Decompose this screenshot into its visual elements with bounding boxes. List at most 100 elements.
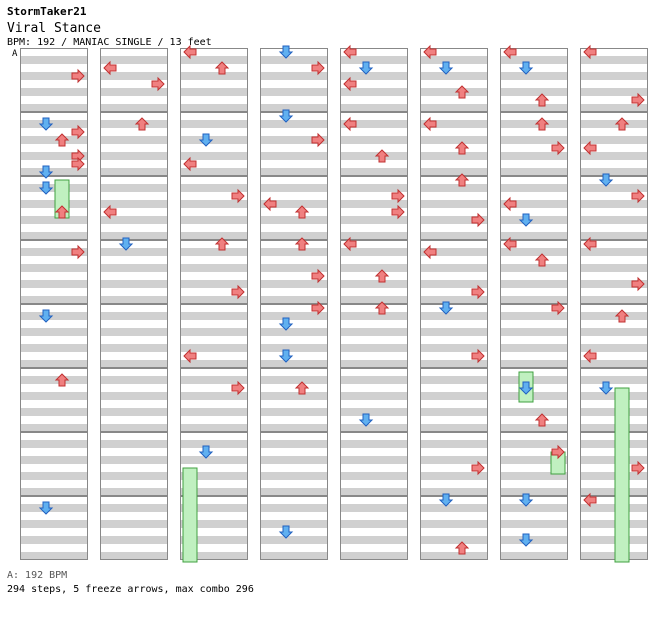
beat-stripe bbox=[180, 200, 248, 208]
right-arrow bbox=[471, 284, 485, 300]
up-arrow bbox=[614, 117, 630, 131]
beat-stripe bbox=[500, 520, 568, 528]
up-arrow bbox=[454, 173, 470, 187]
beat-stripe bbox=[340, 56, 408, 64]
right-arrow bbox=[71, 124, 85, 140]
beat-stripe bbox=[100, 328, 168, 336]
beat-stripe bbox=[20, 552, 88, 560]
measure-box bbox=[340, 496, 408, 560]
beat-stripe bbox=[580, 552, 648, 560]
measure-box bbox=[340, 368, 408, 432]
measure-box bbox=[580, 432, 648, 496]
measure-box bbox=[340, 304, 408, 368]
beat-stripe bbox=[180, 360, 248, 368]
beat-stripe bbox=[420, 264, 488, 272]
beat-stripe bbox=[580, 88, 648, 96]
chart-column bbox=[100, 48, 168, 560]
beat-stripe bbox=[500, 328, 568, 336]
beat-stripe bbox=[180, 264, 248, 272]
bpm-legend: A: 192 BPM bbox=[7, 570, 68, 581]
down-arrow bbox=[438, 493, 454, 507]
measure-box bbox=[260, 496, 328, 560]
beat-stripe bbox=[20, 168, 88, 176]
beat-stripe bbox=[180, 104, 248, 112]
right-arrow bbox=[471, 460, 485, 476]
beat-stripe bbox=[420, 552, 488, 560]
beat-stripe bbox=[580, 456, 648, 464]
beat-stripe bbox=[420, 248, 488, 256]
beat-stripe bbox=[580, 56, 648, 64]
beat-stripe bbox=[100, 392, 168, 400]
beat-stripe bbox=[20, 504, 88, 512]
beat-stripe bbox=[180, 136, 248, 144]
beat-stripe bbox=[260, 152, 328, 160]
beat-stripe bbox=[180, 184, 248, 192]
chart-column bbox=[260, 48, 328, 560]
beat-stripe bbox=[100, 520, 168, 528]
beat-stripe bbox=[420, 472, 488, 480]
beat-stripe bbox=[580, 520, 648, 528]
left-arrow bbox=[583, 492, 597, 508]
right-arrow bbox=[231, 284, 245, 300]
beat-stripe bbox=[100, 312, 168, 320]
beat-stripe bbox=[20, 312, 88, 320]
left-arrow bbox=[263, 196, 277, 212]
beat-stripe bbox=[260, 408, 328, 416]
beat-stripe bbox=[420, 312, 488, 320]
beat-stripe bbox=[500, 200, 568, 208]
beat-stripe bbox=[420, 216, 488, 224]
beat-stripe bbox=[180, 120, 248, 128]
measure-box bbox=[500, 240, 568, 304]
beat-stripe bbox=[260, 328, 328, 336]
beat-stripe bbox=[580, 280, 648, 288]
beat-stripe bbox=[580, 168, 648, 176]
beat-stripe bbox=[20, 56, 88, 64]
up-arrow bbox=[294, 381, 310, 395]
beat-stripe bbox=[180, 72, 248, 80]
up-arrow bbox=[534, 413, 550, 427]
beat-stripe bbox=[420, 344, 488, 352]
beat-stripe bbox=[340, 456, 408, 464]
beat-stripe bbox=[20, 184, 88, 192]
beat-stripe bbox=[500, 504, 568, 512]
beat-stripe bbox=[580, 216, 648, 224]
beat-stripe bbox=[420, 392, 488, 400]
beat-stripe bbox=[180, 168, 248, 176]
beat-stripe bbox=[20, 424, 88, 432]
beat-stripe bbox=[340, 168, 408, 176]
down-arrow bbox=[278, 109, 294, 123]
measure-box bbox=[420, 496, 488, 560]
beat-stripe bbox=[340, 392, 408, 400]
beat-stripe bbox=[260, 520, 328, 528]
beat-stripe bbox=[260, 136, 328, 144]
beat-stripe bbox=[580, 264, 648, 272]
beat-stripe bbox=[340, 184, 408, 192]
beat-stripe bbox=[500, 264, 568, 272]
beat-stripe bbox=[260, 184, 328, 192]
left-arrow bbox=[423, 244, 437, 260]
beat-stripe bbox=[100, 344, 168, 352]
down-arrow bbox=[598, 173, 614, 187]
up-arrow bbox=[614, 309, 630, 323]
measure-box bbox=[20, 368, 88, 432]
beat-stripe bbox=[340, 200, 408, 208]
beat-stripe bbox=[580, 232, 648, 240]
beat-stripe bbox=[580, 376, 648, 384]
beat-stripe bbox=[500, 376, 568, 384]
beat-stripe bbox=[420, 360, 488, 368]
down-arrow bbox=[438, 61, 454, 75]
measure-box bbox=[260, 48, 328, 112]
beat-stripe bbox=[100, 248, 168, 256]
step-stats: 294 steps, 5 freeze arrows, max combo 29… bbox=[7, 584, 254, 595]
left-arrow bbox=[343, 44, 357, 60]
step-arrows bbox=[38, 44, 645, 555]
beat-stripe bbox=[260, 168, 328, 176]
beat-stripe bbox=[580, 248, 648, 256]
beat-stripe bbox=[20, 360, 88, 368]
left-arrow bbox=[503, 236, 517, 252]
right-arrow bbox=[631, 188, 645, 204]
beat-stripe bbox=[260, 200, 328, 208]
beat-stripe bbox=[580, 472, 648, 480]
left-arrow bbox=[103, 204, 117, 220]
beat-stripe bbox=[580, 488, 648, 496]
